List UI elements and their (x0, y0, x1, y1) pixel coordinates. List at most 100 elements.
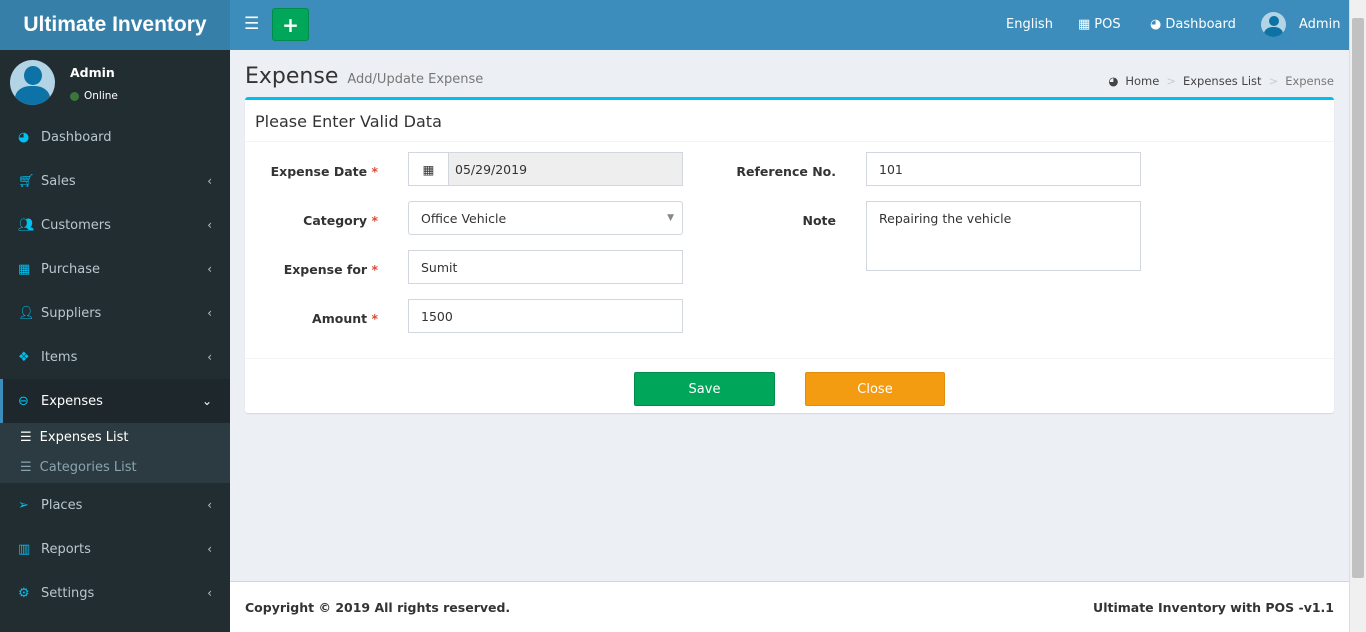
category-select[interactable]: Office Vehicle ▼ (408, 201, 683, 235)
dashboard-icon: ◕ (1108, 74, 1119, 88)
user-avatar (10, 60, 55, 105)
note-label: Note (802, 213, 836, 228)
status-label: Online (84, 90, 118, 102)
caret-down-icon: ▼ (667, 213, 674, 223)
cart-icon: 🛒︎ (18, 173, 35, 189)
breadcrumb: ◕ Home > Expenses List > Expense (1108, 74, 1334, 88)
chevron-left-icon: ‹ (207, 498, 212, 512)
sidebar-item-label: Suppliers (41, 305, 102, 321)
page-title: Expense (245, 64, 339, 89)
user-status: Online (70, 90, 118, 102)
submenu-label: Categories List (39, 460, 137, 475)
gears-icon: ⚙ (18, 585, 30, 601)
breadcrumb-home[interactable]: Home (1125, 74, 1160, 88)
expense-for-label: Expense for * (283, 262, 378, 277)
paper-plane-icon: ➢ (18, 497, 29, 513)
reference-label: Reference No. (736, 164, 836, 179)
submenu-item-expenses-list[interactable]: ☰ Expenses List (20, 430, 128, 445)
version: Ultimate Inventory with POS -v1.1 (1093, 600, 1334, 615)
category-value: Office Vehicle (421, 210, 507, 226)
amount-label: Amount * (312, 311, 378, 326)
chevron-left-icon: ‹ (207, 174, 212, 188)
chevron-left-icon: ‹ (207, 586, 212, 600)
sidebar-item-sales[interactable]: 🛒︎ Sales ‹ (0, 159, 230, 203)
sidebar-item-label: Expenses (41, 393, 103, 409)
expenses-submenu: ☰ Expenses List ☰ Categories List (0, 423, 230, 483)
sidebar-item-settings[interactable]: ⚙ Settings ‹ (0, 571, 230, 615)
scrollbar-thumb[interactable] (1352, 18, 1364, 578)
top-navbar: ☰ + English ▦ POS ◕ Dashboard Admin (230, 0, 1349, 50)
menu-toggle-icon[interactable]: ☰ (244, 14, 260, 34)
minus-circle-icon: ⊖ (18, 393, 29, 409)
category-label: Category * (303, 213, 378, 228)
plus-icon: + (282, 12, 299, 37)
app-logo[interactable]: Ultimate Inventory (0, 0, 230, 50)
calculator-icon: ▦ (1078, 17, 1091, 32)
language-label: English (1006, 17, 1053, 32)
chevron-left-icon: ‹ (207, 542, 212, 556)
sidebar-item-label: Settings (41, 585, 95, 601)
copyright: Copyright © 2019 All rights reserved. (245, 600, 511, 615)
calendar-icon[interactable]: ▦ (408, 152, 449, 186)
dashboard-link[interactable]: ◕ Dashboard (1150, 17, 1236, 32)
user-menu[interactable]: Admin (1261, 12, 1340, 37)
online-dot-icon (70, 91, 79, 101)
sidebar-item-label: Sales (41, 173, 76, 189)
pos-link[interactable]: ▦ POS (1078, 17, 1121, 32)
sidebar-item-expenses[interactable]: ⊖ Expenses ⌄ (0, 379, 230, 423)
sidebar: Admin Online ◕ Dashboard 🛒︎ Sales ‹ 👥︎ Custo… (0, 50, 230, 632)
sidebar-item-label: Customers (41, 217, 111, 233)
sidebar-item-reports[interactable]: ▥ Reports ‹ (0, 527, 230, 571)
expense-date-input[interactable]: 05/29/2019 (448, 152, 683, 186)
sidebar-item-purchase[interactable]: ▦ Purchase ‹ (0, 247, 230, 291)
footer: Copyright © 2019 All rights reserved. Ul… (230, 581, 1349, 632)
submenu-item-categories-list[interactable]: ☰ Categories List (20, 460, 137, 475)
sidebar-item-dashboard[interactable]: ◕ Dashboard (0, 115, 230, 159)
pos-label: POS (1094, 17, 1121, 32)
users-icon: 👥︎ (18, 217, 35, 233)
note-textarea[interactable]: Repairing the vehicle (866, 201, 1141, 271)
sidebar-item-suppliers[interactable]: 👤︎ Suppliers ‹ (0, 291, 230, 335)
breadcrumb-current: Expense (1285, 74, 1334, 88)
amount-input[interactable]: 1500 (408, 299, 683, 333)
page-subtitle: Add/Update Expense (347, 72, 484, 87)
breadcrumb-expenses-list[interactable]: Expenses List (1182, 74, 1262, 88)
chevron-down-icon: ⌄ (201, 394, 212, 408)
submenu-label: Expenses List (39, 430, 129, 445)
user-label: Admin (1299, 17, 1341, 32)
bar-chart-icon: ▥ (18, 541, 31, 557)
form-heading: Please Enter Valid Data (255, 112, 442, 131)
content-header: Expense Add/Update Expense (245, 64, 483, 89)
expense-for-input[interactable]: Sumit (408, 250, 683, 284)
cubes-icon: ❖ (18, 349, 30, 365)
dashboard-icon: ◕ (1150, 17, 1162, 32)
sidebar-item-label: Reports (41, 541, 91, 557)
chevron-left-icon: ‹ (207, 350, 212, 364)
close-button[interactable]: Close (805, 372, 945, 406)
chevron-left-icon: ‹ (207, 218, 212, 232)
language-link[interactable]: English (1006, 17, 1053, 32)
scrollbar[interactable] (1349, 0, 1366, 632)
sidebar-item-items[interactable]: ❖ Items ‹ (0, 335, 230, 379)
sidebar-item-label: Items (41, 349, 78, 365)
avatar (1261, 12, 1286, 37)
grid-icon: ▦ (18, 261, 31, 277)
sidebar-item-label: Dashboard (41, 129, 112, 145)
sidebar-item-customers[interactable]: 👥︎ Customers ‹ (0, 203, 230, 247)
list-icon: ☰ (20, 430, 32, 445)
expense-form-box: Please Enter Valid Data Expense Date * ▦… (245, 97, 1334, 413)
chevron-left-icon: ‹ (207, 262, 212, 276)
sidebar-item-label: Purchase (41, 261, 101, 277)
add-button[interactable]: + (272, 8, 309, 41)
user-name: Admin (70, 65, 115, 80)
sidebar-item-label: Places (41, 497, 83, 513)
sidebar-item-places[interactable]: ➢ Places ‹ (0, 483, 230, 527)
dashboard-icon: ◕ (18, 129, 30, 145)
reference-input[interactable]: 101 (866, 152, 1141, 186)
chevron-left-icon: ‹ (207, 306, 212, 320)
list-icon: ☰ (20, 460, 32, 475)
expense-date-label: Expense Date * (270, 164, 378, 179)
save-button[interactable]: Save (634, 372, 775, 406)
user-plus-icon: 👤︎ (18, 305, 35, 321)
dashboard-label: Dashboard (1165, 17, 1236, 32)
